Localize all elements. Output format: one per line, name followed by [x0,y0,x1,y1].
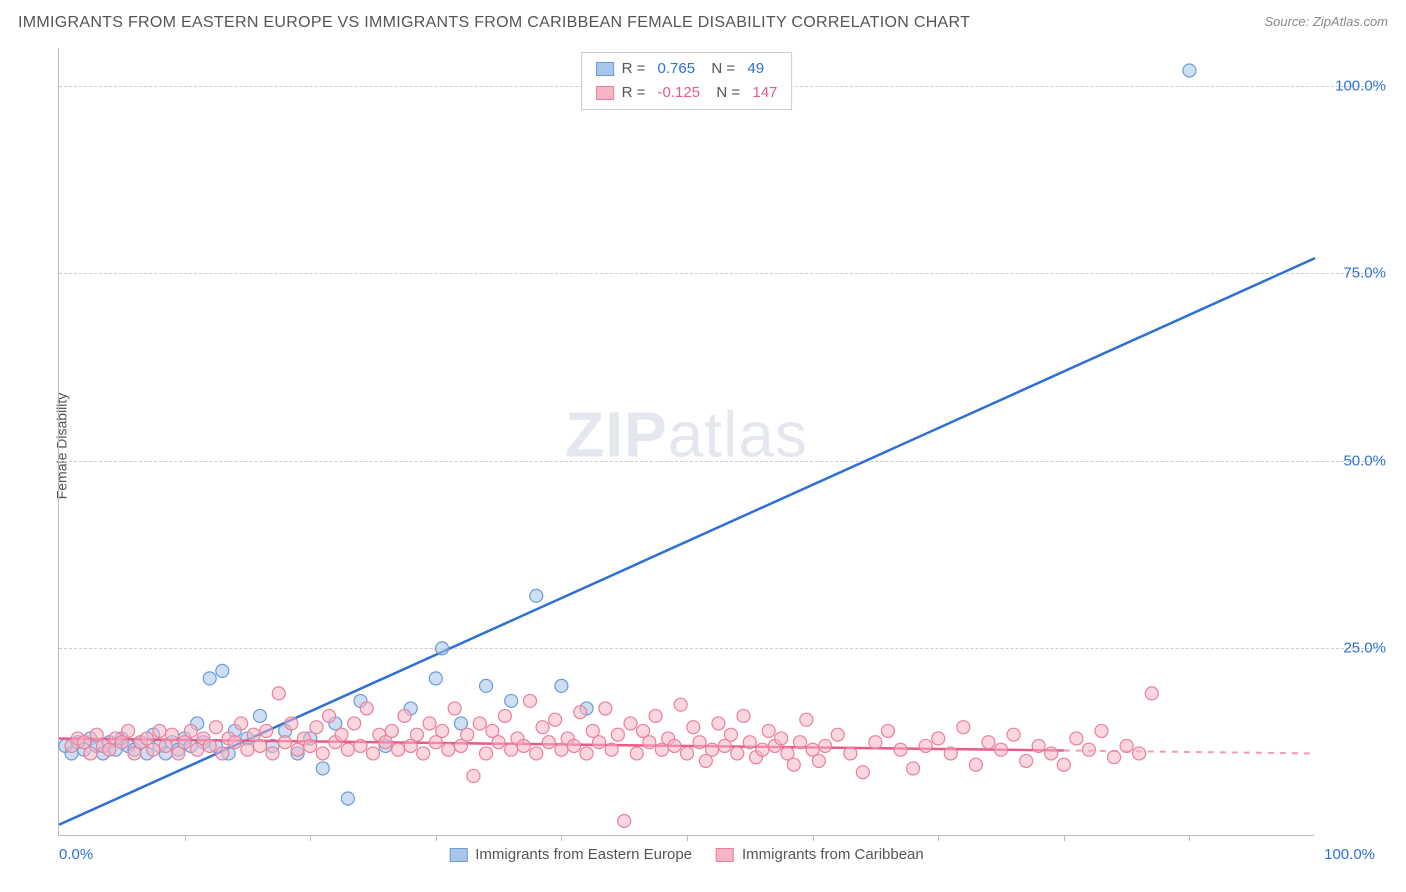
legend-item-blue: Immigrants from Eastern Europe [449,846,692,863]
x-tick [436,835,437,841]
legend-row-blue: R = 0.765 N = 49 [596,57,778,81]
x-tick [938,835,939,841]
y-tick-label: 25.0% [1316,640,1386,657]
n-value-pink: 147 [752,81,777,105]
legend-row-pink: R = -0.125 N = 147 [596,81,778,105]
r-value-blue: 0.765 [658,57,696,81]
x-tick [1189,835,1190,841]
chart-source: Source: ZipAtlas.com [1264,14,1388,29]
r-value-pink: -0.125 [658,81,701,105]
chart-title: IMMIGRANTS FROM EASTERN EUROPE VS IMMIGR… [18,14,970,32]
x-tick [561,835,562,841]
swatch-blue [449,848,467,862]
swatch-pink [596,86,614,100]
y-tick-label: 75.0% [1316,265,1386,282]
x-tick-label: 100.0% [1324,846,1375,863]
x-tick [813,835,814,841]
swatch-pink [716,848,734,862]
chart-plot-area: ZIPatlas 25.0%50.0%75.0%100.0% 0.0%100.0… [58,48,1314,836]
x-tick [1064,835,1065,841]
scatter-plot-svg [59,48,1314,835]
x-tick [185,835,186,841]
n-value-blue: 49 [747,57,764,81]
series-legend: Immigrants from Eastern Europe Immigrant… [449,846,923,863]
series-name-pink: Immigrants from Caribbean [742,846,924,863]
x-tick [310,835,311,841]
y-tick-label: 100.0% [1316,77,1386,94]
y-tick-label: 50.0% [1316,452,1386,469]
x-tick-label: 0.0% [59,846,93,863]
correlation-legend: R = 0.765 N = 49 R = -0.125 N = 147 [581,52,793,110]
legend-item-pink: Immigrants from Caribbean [716,846,924,863]
swatch-blue [596,62,614,76]
series-name-blue: Immigrants from Eastern Europe [475,846,692,863]
x-tick [687,835,688,841]
